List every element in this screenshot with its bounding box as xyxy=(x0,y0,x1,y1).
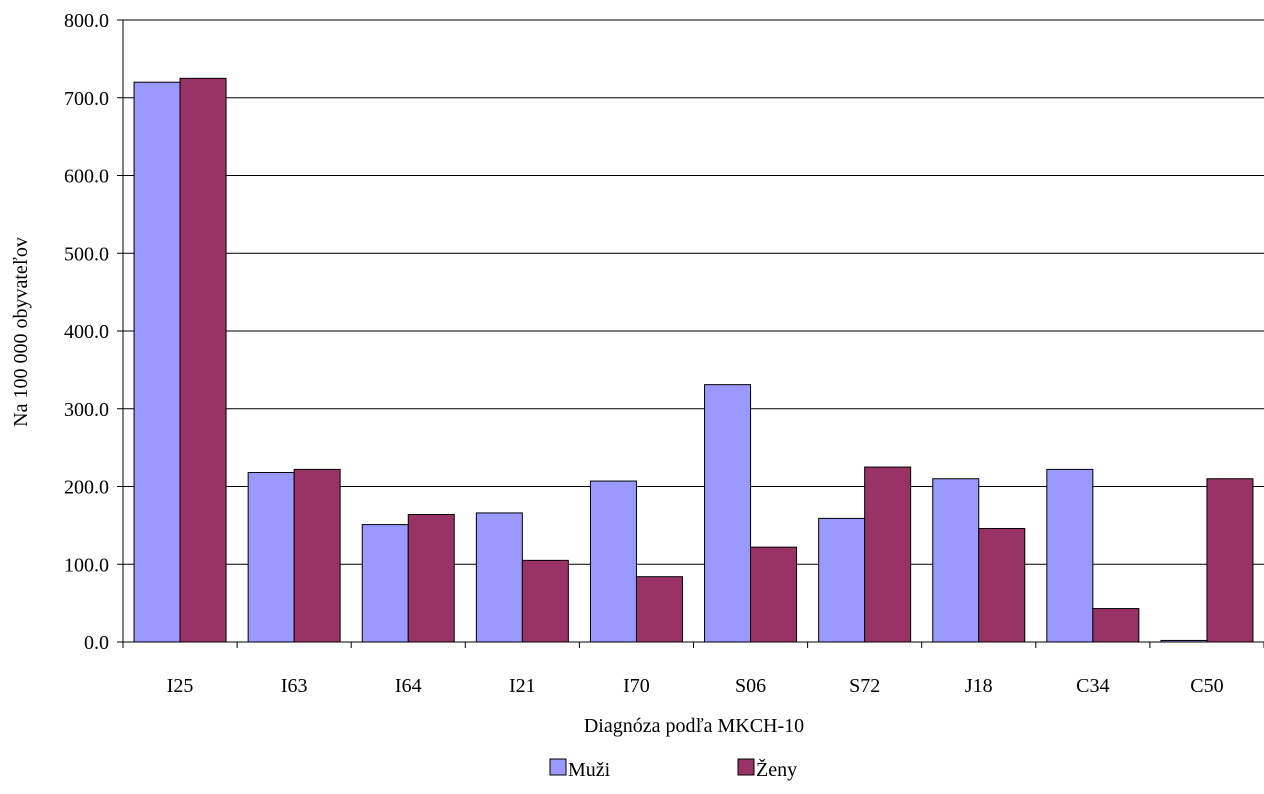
bar-muzi-i63 xyxy=(247,472,295,643)
bar-zeny-i63 xyxy=(293,468,341,643)
y-tick-label: 200.0 xyxy=(64,477,109,499)
axes xyxy=(117,19,1264,648)
y-tick-label: 0.0 xyxy=(84,632,109,654)
bar-muzi-j18 xyxy=(932,478,980,643)
bar-muzi-s06 xyxy=(704,384,752,643)
bar-muzi-i21 xyxy=(475,512,523,643)
bar-muzi-c34 xyxy=(1046,468,1094,643)
bar-zeny-i25 xyxy=(179,77,227,643)
x-tick-label: S72 xyxy=(849,675,880,697)
legend: Muži Ženy xyxy=(549,758,797,781)
bar-zeny-s72 xyxy=(864,466,912,643)
x-axis-title: Diagnóza podľa MKCH-10 xyxy=(584,715,804,737)
bar-zeny-i64 xyxy=(407,513,455,643)
bar-muzi-s72 xyxy=(818,517,866,643)
y-tick-labels: 0.0 100.0 200.0 300.0 400.0 500.0 600.0 700.0 80… xyxy=(64,10,109,654)
y-tick-label: 800.0 xyxy=(64,10,109,32)
y-tick-label: 100.0 xyxy=(64,554,109,576)
bar-zeny-c50 xyxy=(1206,478,1254,643)
bar-zeny-c34 xyxy=(1092,608,1140,643)
y-axis-title: Na 100 000 obyvateľov xyxy=(10,237,32,427)
x-tick-label: S06 xyxy=(735,675,766,697)
bar-muzi-i70 xyxy=(589,480,637,643)
legend-label: Ženy xyxy=(756,758,797,781)
y-tick-label: 300.0 xyxy=(64,399,109,421)
y-tick-label: 500.0 xyxy=(64,243,109,265)
x-tick-labels: I25 I63 I64 I21 I70 S06 S72 J18 C34 C50 xyxy=(167,675,1224,697)
x-tick-label: I70 xyxy=(623,675,650,697)
bar-zeny-i70 xyxy=(635,576,683,643)
bars xyxy=(133,77,1254,643)
y-tick-label: 700.0 xyxy=(64,88,109,110)
y-tick-label: 400.0 xyxy=(64,321,109,343)
x-tick-label: C34 xyxy=(1076,675,1109,697)
bar-muzi-i64 xyxy=(361,524,409,643)
bar-muzi-i25 xyxy=(133,81,181,643)
bar-zeny-j18 xyxy=(978,527,1026,643)
bar-zeny-s06 xyxy=(750,546,798,643)
x-tick-label: I25 xyxy=(167,675,194,697)
x-tick-label: I64 xyxy=(395,675,422,697)
y-tick-label: 600.0 xyxy=(64,166,109,188)
x-tick-label: I21 xyxy=(509,675,536,697)
x-tick-label: J18 xyxy=(965,675,993,697)
x-tick-label: C50 xyxy=(1190,675,1223,697)
legend-swatch xyxy=(737,758,755,776)
legend-label: Muži xyxy=(568,759,611,781)
x-tick-label: I63 xyxy=(281,675,308,697)
bar-zeny-i21 xyxy=(521,559,569,643)
legend-swatch xyxy=(549,758,567,776)
